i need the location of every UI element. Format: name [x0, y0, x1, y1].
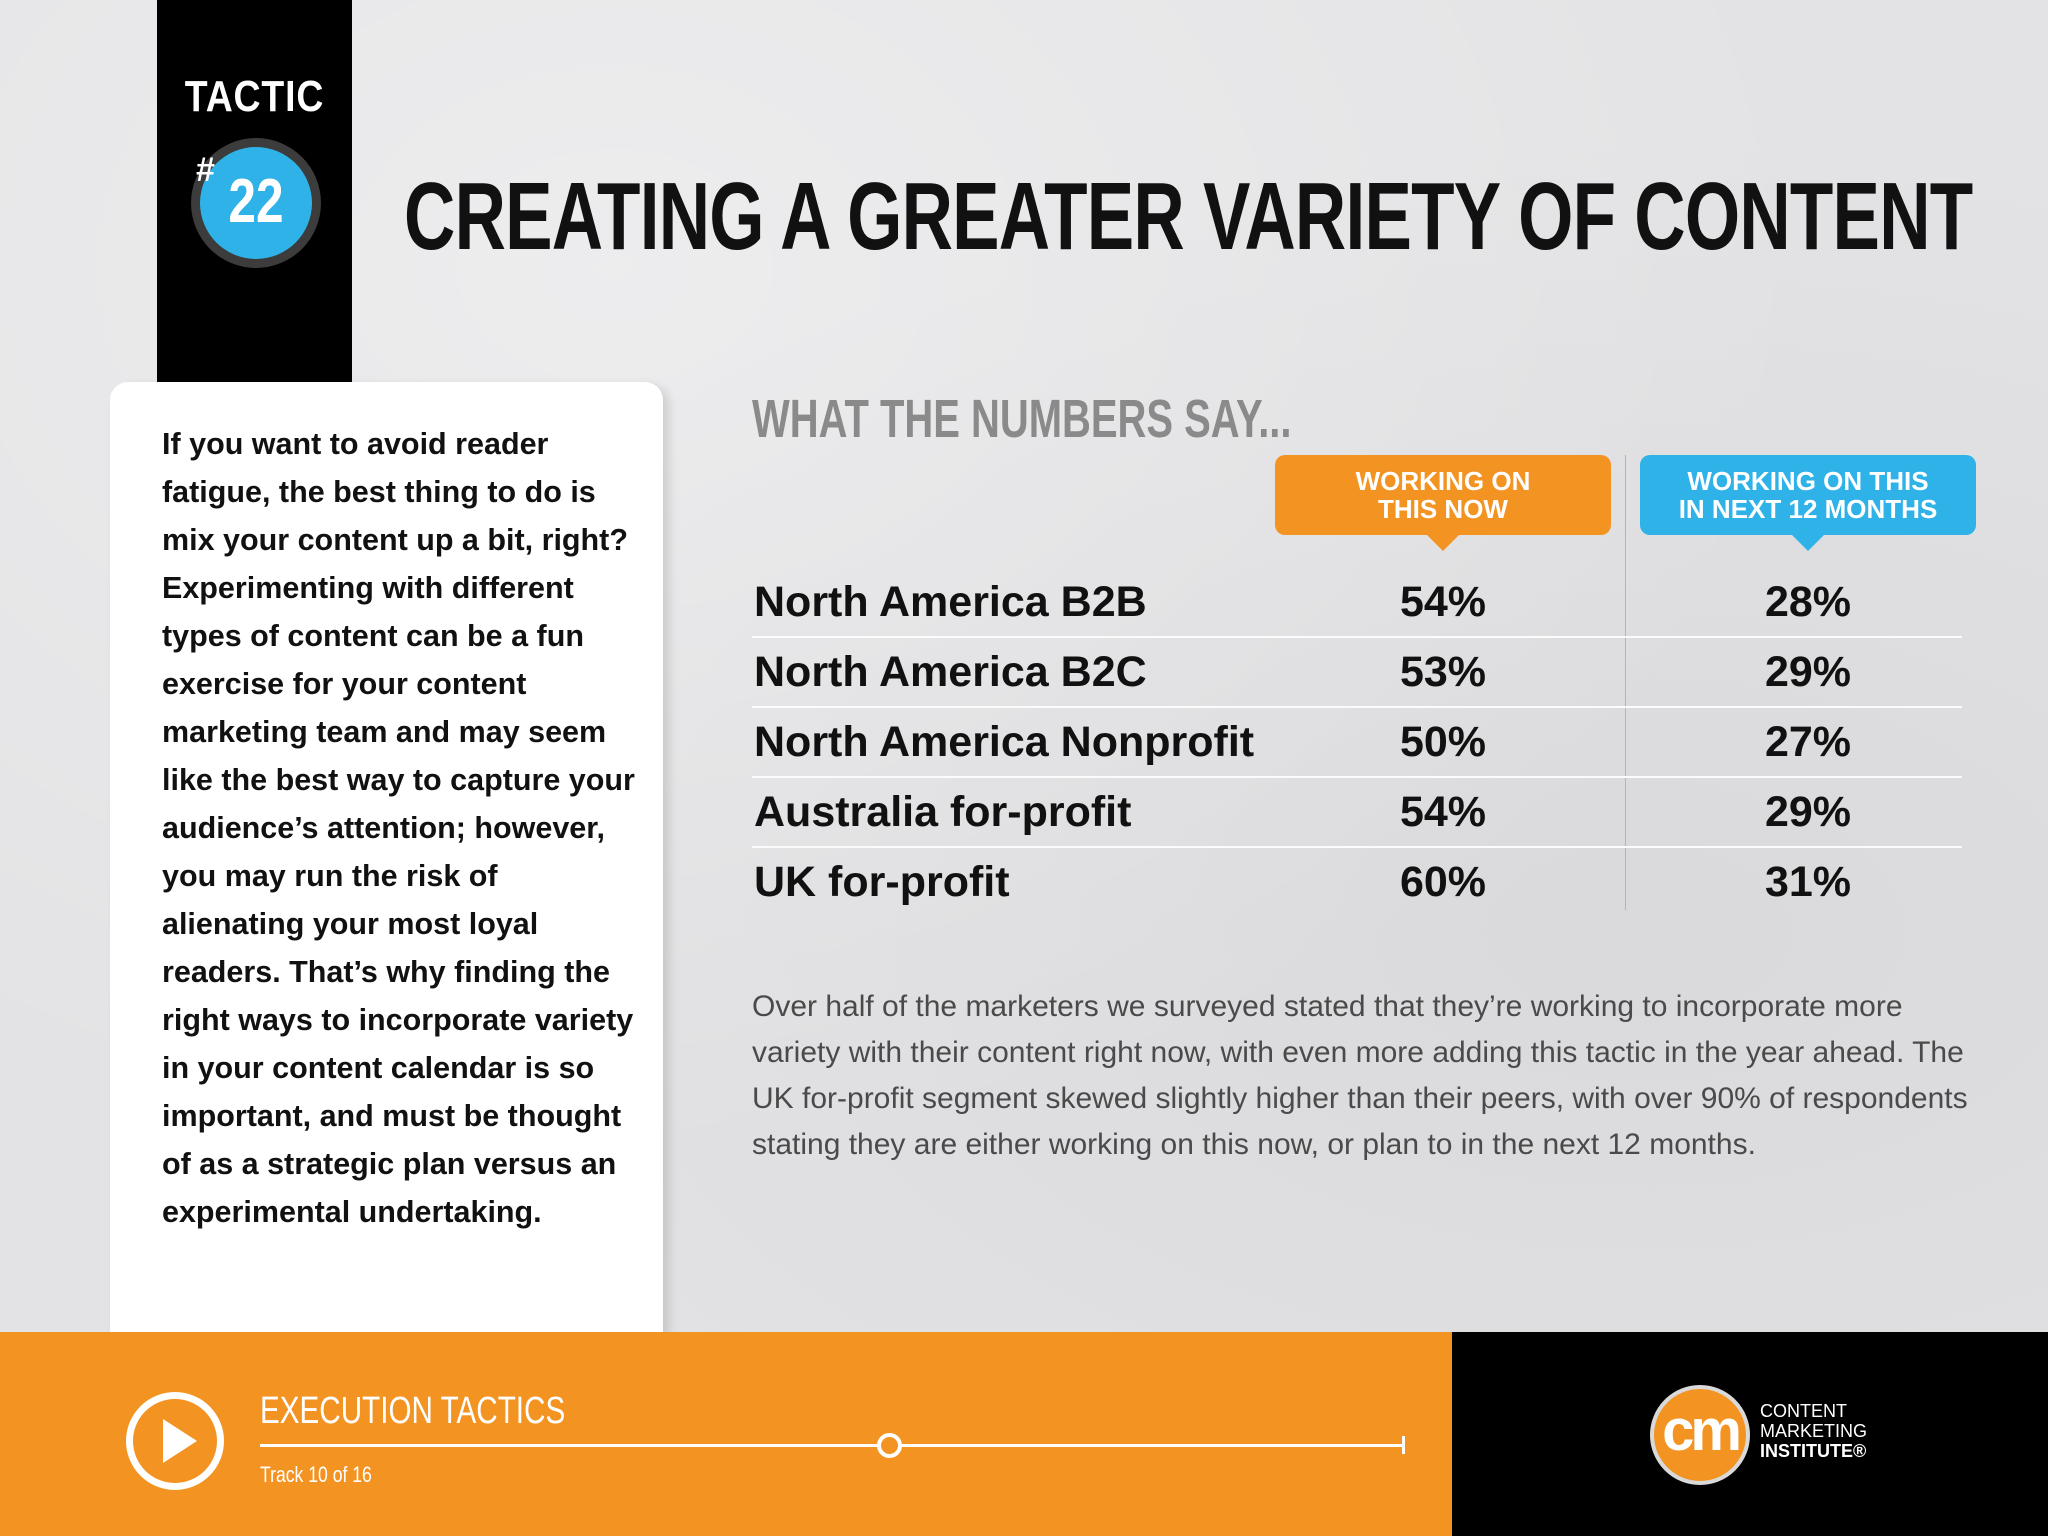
row-label: North America B2B [754, 578, 1147, 626]
intro-card: If you want to avoid reader fatigue, the… [110, 382, 663, 1332]
column-header-next-line-2: IN NEXT 12 MONTHS [1678, 494, 1938, 524]
row-value-now: 60% [1399, 858, 1487, 906]
numbers-heading: WHAT THE NUMBERS SAY... [752, 389, 1292, 449]
track-progress-line[interactable] [260, 1444, 1404, 1447]
tactic-hash: # [196, 151, 215, 189]
row-label: North America B2C [754, 648, 1147, 696]
track-end-marker [1402, 1436, 1405, 1454]
row-value-now: 50% [1399, 718, 1487, 766]
cmi-logo-text: cm [1662, 1398, 1742, 1463]
intro-text: If you want to avoid reader fatigue, the… [162, 427, 635, 1229]
column-header-next-line-1: WORKING ON THIS [1687, 466, 1929, 496]
cmi-brand-line-3: INSTITUTE® [1760, 1441, 1867, 1461]
footer-progress-bar [0, 1332, 1452, 1536]
column-header-now: WORKING ON THIS NOW [1275, 455, 1611, 551]
numbers-table: North America B2B 54% 28% North America … [752, 568, 1962, 916]
row-value-next: 27% [1764, 718, 1852, 766]
section-label: EXECUTION TACTICS [260, 1390, 566, 1432]
cmi-brand-line-1: CONTENT [1760, 1401, 1847, 1421]
row-value-next: 29% [1764, 648, 1852, 696]
play-icon [163, 1419, 197, 1463]
cmi-brand-name: CONTENT MARKETING INSTITUTE® [1760, 1401, 1867, 1461]
tactic-label: TACTIC [184, 72, 325, 121]
tactic-badge-circle: # 22 [196, 147, 312, 259]
tactic-tab: TACTIC # 22 [157, 0, 352, 382]
row-value-next: 28% [1764, 578, 1852, 626]
tactic-badge: # 22 [191, 138, 321, 268]
cmi-logo-icon: cm [1650, 1385, 1750, 1485]
tactic-number: 22 [228, 167, 284, 236]
row-label: UK for-profit [754, 858, 1010, 906]
row-value-next: 31% [1764, 858, 1852, 906]
column-header-now-line-1: WORKING ON [1355, 466, 1531, 496]
column-divider [1625, 455, 1626, 910]
table-row: North America Nonprofit 50% 27% [752, 708, 1962, 778]
column-header-now-line-2: THIS NOW [1377, 494, 1508, 524]
row-value-now: 53% [1399, 648, 1487, 696]
page-title: CREATING A GREATER VARIETY OF CONTENT [404, 163, 1973, 270]
track-progress-knob[interactable] [876, 1433, 902, 1458]
table-row: North America B2C 53% 29% [752, 638, 1962, 708]
footer-brand-panel [1452, 1332, 2048, 1536]
summary-text: Over half of the marketers we surveyed s… [752, 990, 1968, 1161]
table-row: Australia for-profit 54% 29% [752, 778, 1962, 848]
row-value-now: 54% [1399, 578, 1487, 626]
column-header-next: WORKING ON THIS IN NEXT 12 MONTHS [1640, 455, 1976, 551]
row-value-next: 29% [1764, 788, 1852, 836]
row-value-now: 54% [1399, 788, 1487, 836]
cmi-brand-line-2: MARKETING [1760, 1421, 1868, 1441]
table-row: UK for-profit 60% 31% [752, 848, 1962, 916]
row-label: North America Nonprofit [754, 718, 1255, 766]
table-row: North America B2B 54% 28% [752, 568, 1962, 638]
play-button[interactable] [126, 1392, 224, 1490]
track-count: Track 10 of 16 [260, 1462, 372, 1487]
row-label: Australia for-profit [754, 788, 1132, 836]
